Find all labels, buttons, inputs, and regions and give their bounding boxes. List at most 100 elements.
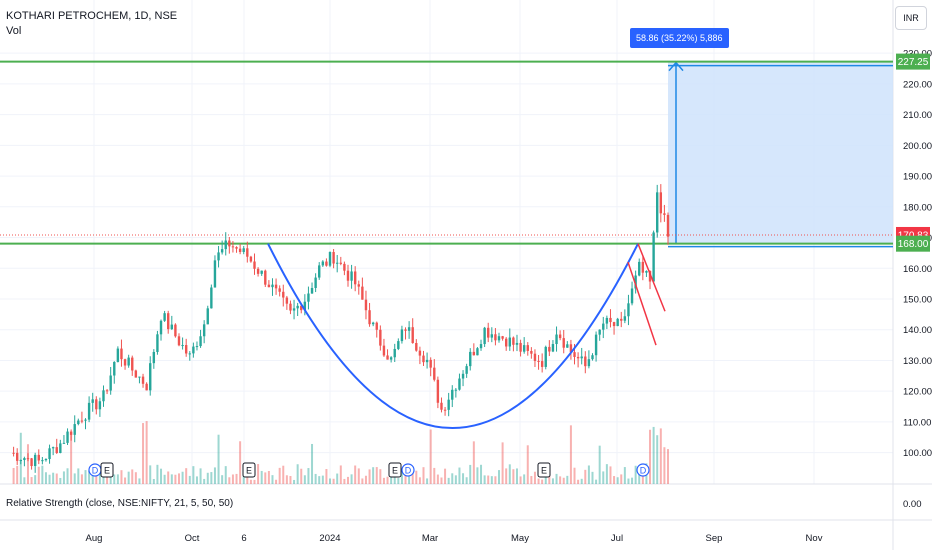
candle-body [465,366,468,374]
candle-body [623,316,627,321]
x-tick-label: May [511,533,529,544]
candle-body [217,252,220,261]
candle-body [494,334,497,341]
volume-bar [616,477,619,484]
handle-line-upper [637,243,666,312]
marker-label: D [405,466,412,476]
candle-body [170,324,174,330]
candle-body [602,323,605,330]
volume-bar [142,423,145,484]
candle-body [228,240,231,247]
volume-bar [185,468,188,484]
candle-body [19,460,22,462]
volume-bar [364,475,367,484]
candle-body [30,458,33,467]
volume-bar [433,467,436,484]
candle-body [314,277,317,288]
volume-bar [454,475,457,484]
candle-body [87,402,91,420]
volume-bar [156,464,159,484]
candle-body [66,431,69,443]
volume-bar [267,470,270,484]
volume-bar [275,479,278,484]
volume-bar [120,470,123,484]
volume-bar [23,477,26,484]
candle-body [134,370,138,378]
candle-body [77,420,80,425]
volume-bar [415,470,418,484]
price-badge-label: 168.00 [898,239,929,250]
candle-body [292,308,296,311]
y-tick-label: 150.00 [903,294,932,305]
volume-bar [170,474,173,484]
candle-body [555,334,558,345]
volume-bar [426,478,429,484]
candle-body [95,399,98,410]
candle-body [512,337,515,345]
candle-body [461,373,465,379]
candle-body [573,352,576,357]
volume-bar [408,476,411,484]
candle-body [15,452,19,461]
indicator-legend: Relative Strength (close, NSE:NIFTY, 21,… [6,498,234,509]
candle-body [123,359,127,366]
candle-body [648,270,652,282]
volume-bar [569,425,572,484]
candle-body [91,399,94,403]
volume-bar [37,466,40,484]
volume-bar [124,477,127,484]
candle-body [562,338,565,348]
y-tick-label: 200.00 [903,141,932,152]
candle-body [605,317,609,324]
candle-body [519,342,522,352]
candle-body [253,261,256,269]
volume-bar [577,479,580,484]
candle-body [389,357,393,360]
currency-button[interactable]: INR [895,6,927,30]
volume-bar [375,467,378,484]
volume-bar [80,474,83,484]
candle-body [141,376,145,384]
volume-bar [379,469,382,484]
x-tick-label: Mar [422,533,438,544]
volume-bar [314,473,317,484]
x-tick-label: 6 [241,533,246,544]
candle-body [310,287,314,294]
marker-label: E [541,466,547,476]
candle-body [451,389,454,400]
volume-bar [311,443,314,484]
volume-bar [16,465,19,484]
volume-bar [562,477,565,484]
y-tick-label: 180.00 [903,202,932,213]
candle-body [407,327,411,331]
candle-body [181,345,184,347]
candle-body [174,324,177,337]
candle-body [411,327,414,344]
candle-body [307,293,310,302]
candle-body [490,334,494,338]
candle-body [612,322,616,327]
volume-bar [498,470,501,484]
volume-bar [411,466,414,484]
earnings-marker [100,462,114,478]
volume-bar [95,470,98,484]
volume-bar [656,435,659,484]
candle-body [235,247,238,249]
volume-bar [613,476,616,484]
candle-body [213,260,217,288]
candle-body [425,359,429,363]
candle-body [522,345,526,352]
candle-body [598,329,601,335]
volume-bar [343,478,346,484]
volume-bar [595,479,598,484]
candle-body [339,262,342,264]
volume-bar [623,467,626,484]
candle-body [400,329,404,342]
candle-body [429,359,432,368]
candle-body [127,357,130,366]
volume-bar [440,477,443,484]
volume-bar [296,464,299,484]
candle-body [418,350,422,356]
volume-bar [70,434,73,484]
